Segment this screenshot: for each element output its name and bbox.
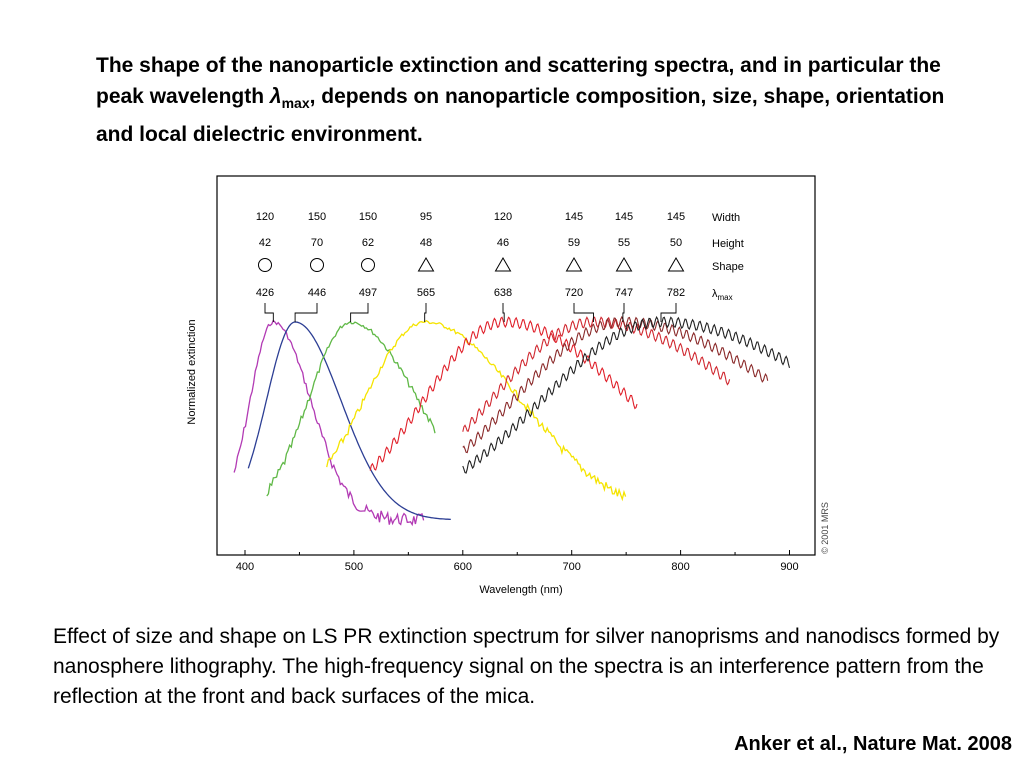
triangle-shape-icon bbox=[565, 256, 583, 272]
height-value-1: 70 bbox=[311, 237, 323, 249]
x-axis: 400 500 600 700 800 900 bbox=[236, 550, 799, 573]
title-text-part2: , depends on nanoparticle composition, s… bbox=[96, 85, 945, 147]
figure-caption: Effect of size and shape on LS PR extinc… bbox=[53, 625, 1000, 708]
row-label-shape: Shape bbox=[712, 261, 744, 273]
height-value-6: 55 bbox=[618, 237, 630, 249]
peak-leader-7 bbox=[660, 303, 677, 322]
width-value-5: 145 bbox=[565, 211, 583, 223]
copyright-note: © 2001 MRS bbox=[820, 502, 830, 554]
x-tick-label-400: 400 bbox=[236, 561, 254, 573]
x-tick-label-600: 600 bbox=[454, 561, 472, 573]
spectrum-line-446 bbox=[247, 321, 451, 521]
peak-leader-2 bbox=[350, 303, 369, 322]
lambda-subscript: max bbox=[281, 95, 310, 112]
lambda-max-value-5: 720 bbox=[565, 287, 583, 299]
height-value-5: 59 bbox=[568, 237, 580, 249]
lambda-max-value-1: 446 bbox=[308, 287, 326, 299]
width-value-1: 150 bbox=[308, 211, 326, 223]
x-tick-label-800: 800 bbox=[671, 561, 689, 573]
lambda-max-value-7: 782 bbox=[667, 287, 685, 299]
height-value-3: 48 bbox=[420, 237, 432, 249]
spectrum-line-497 bbox=[266, 321, 436, 497]
circle-shape-icon bbox=[361, 258, 375, 272]
lambda-max-value-2: 497 bbox=[359, 287, 377, 299]
height-value-2: 62 bbox=[362, 237, 374, 249]
triangle-shape-icon bbox=[494, 256, 512, 272]
width-value-2: 150 bbox=[359, 211, 377, 223]
lambda-max-value-0: 426 bbox=[256, 287, 274, 299]
row-label-height: Height bbox=[712, 238, 744, 250]
row-label-lambda: λmax bbox=[712, 288, 733, 302]
height-value-4: 46 bbox=[497, 237, 509, 249]
x-tick-label-700: 700 bbox=[563, 561, 581, 573]
peak-leader-0 bbox=[264, 303, 274, 322]
spectrum-line-747 bbox=[462, 315, 769, 454]
spectrum-line-782 bbox=[462, 315, 791, 474]
width-value-3: 95 bbox=[420, 211, 432, 223]
width-value-4: 120 bbox=[494, 211, 512, 223]
lambda-max-value-3: 565 bbox=[417, 287, 435, 299]
height-value-7: 50 bbox=[670, 237, 682, 249]
circle-shape-icon bbox=[258, 258, 272, 272]
peak-leader-5 bbox=[573, 303, 594, 322]
lambda-max-value-6: 747 bbox=[615, 287, 633, 299]
spectrum-line-638 bbox=[369, 316, 638, 471]
lambda-symbol: λ bbox=[269, 85, 282, 108]
spectrum-line-565 bbox=[326, 319, 627, 502]
width-value-6: 145 bbox=[615, 211, 633, 223]
circle-shape-icon bbox=[310, 258, 324, 272]
peak-leader-1 bbox=[294, 303, 318, 322]
peak-leader-4 bbox=[502, 303, 505, 322]
title-text-part1: The shape of the nanoparticle extinction… bbox=[96, 54, 941, 108]
row-label-lambda-sub: max bbox=[718, 293, 733, 302]
height-value-0: 42 bbox=[259, 237, 271, 249]
particle-table: 120 42 426 150 70 446 150 62 497 95 48 565 120 46 638 1… bbox=[256, 211, 744, 322]
citation: Anker et al., Nature Mat. 2008 bbox=[734, 733, 1012, 755]
slide-title: The shape of the nanoparticle extinction… bbox=[96, 50, 986, 150]
x-tick-label-900: 900 bbox=[780, 561, 798, 573]
triangle-shape-icon bbox=[417, 256, 435, 272]
peak-leader-6 bbox=[622, 303, 625, 322]
x-tick-label-500: 500 bbox=[345, 561, 363, 573]
peak-leader-3 bbox=[424, 303, 427, 322]
triangle-shape-icon bbox=[615, 256, 633, 272]
x-axis-label: Wavelength (nm) bbox=[479, 584, 562, 596]
plot-frame bbox=[216, 175, 816, 556]
spectrum-line-720 bbox=[462, 316, 731, 432]
y-axis-label: Normalized extinction bbox=[186, 319, 198, 424]
width-value-0: 120 bbox=[256, 211, 274, 223]
triangle-shape-icon bbox=[667, 256, 685, 272]
lambda-max-value-4: 638 bbox=[494, 287, 512, 299]
row-label-width: Width bbox=[712, 212, 740, 224]
spectrum-curves bbox=[233, 315, 791, 527]
width-value-7: 145 bbox=[667, 211, 685, 223]
spectrum-line-426 bbox=[233, 319, 425, 527]
